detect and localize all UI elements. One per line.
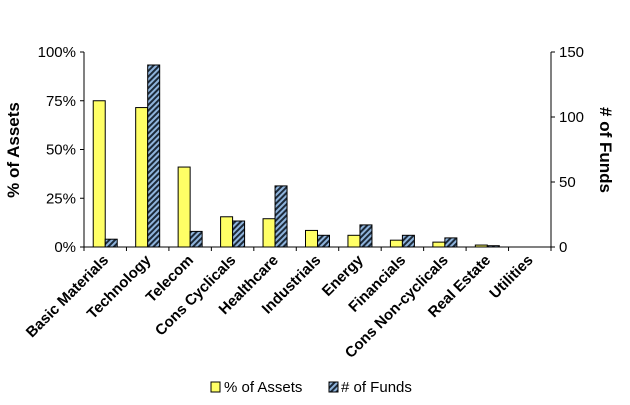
bar-assets-2 [177,166,191,248]
bar-funds-6 [359,224,373,248]
right-axis-title: # of Funds [596,107,615,193]
category-label: Utilities [486,252,536,302]
right-tick-label: 150 [559,44,584,61]
left-tick-label: 25% [46,190,76,207]
right-tick-label: 100 [559,109,584,126]
bar-assets-4 [262,218,276,248]
left-tick-label: 100% [38,44,76,61]
legend-label-assets: % of Assets [224,379,302,396]
right-tick-label: 0 [559,239,567,256]
bar-funds-5 [317,234,330,248]
legend-label-funds: # of Funds [341,379,412,396]
bar-assets-8 [432,241,446,248]
bar-assets-1 [135,107,149,248]
legend-swatch-assets [210,381,221,393]
bar-funds-2 [189,230,203,248]
legend-swatch-funds [328,381,339,393]
bar-funds-3 [232,220,246,248]
bar-assets-0 [92,100,106,248]
left-tick-label: 75% [46,93,76,110]
right-tick-label: 50 [559,174,576,191]
bar-funds-4 [274,185,288,248]
bar-assets-7 [389,239,403,248]
bar-funds-7 [401,234,415,248]
bar-assets-5 [305,229,318,248]
left-axis-title: % of Assets [4,102,23,198]
bar-funds-1 [147,64,161,248]
bar-funds-8 [444,237,458,248]
left-tick-label: 0% [54,239,76,256]
bar-funds-0 [104,238,118,248]
bar-assets-3 [220,216,234,248]
left-tick-label: 50% [46,142,76,159]
legend: % of Assets # of Funds [210,379,412,396]
bar-assets-6 [347,234,361,248]
